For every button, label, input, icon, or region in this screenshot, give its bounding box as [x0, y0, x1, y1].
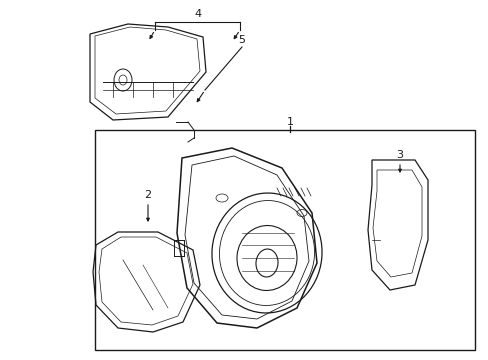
Text: 1: 1: [286, 117, 293, 127]
Text: 4: 4: [194, 9, 201, 19]
Text: 2: 2: [144, 190, 151, 200]
Bar: [95, 130, 474, 350]
Text: 3: 3: [396, 150, 403, 160]
Text: 5: 5: [238, 35, 245, 45]
